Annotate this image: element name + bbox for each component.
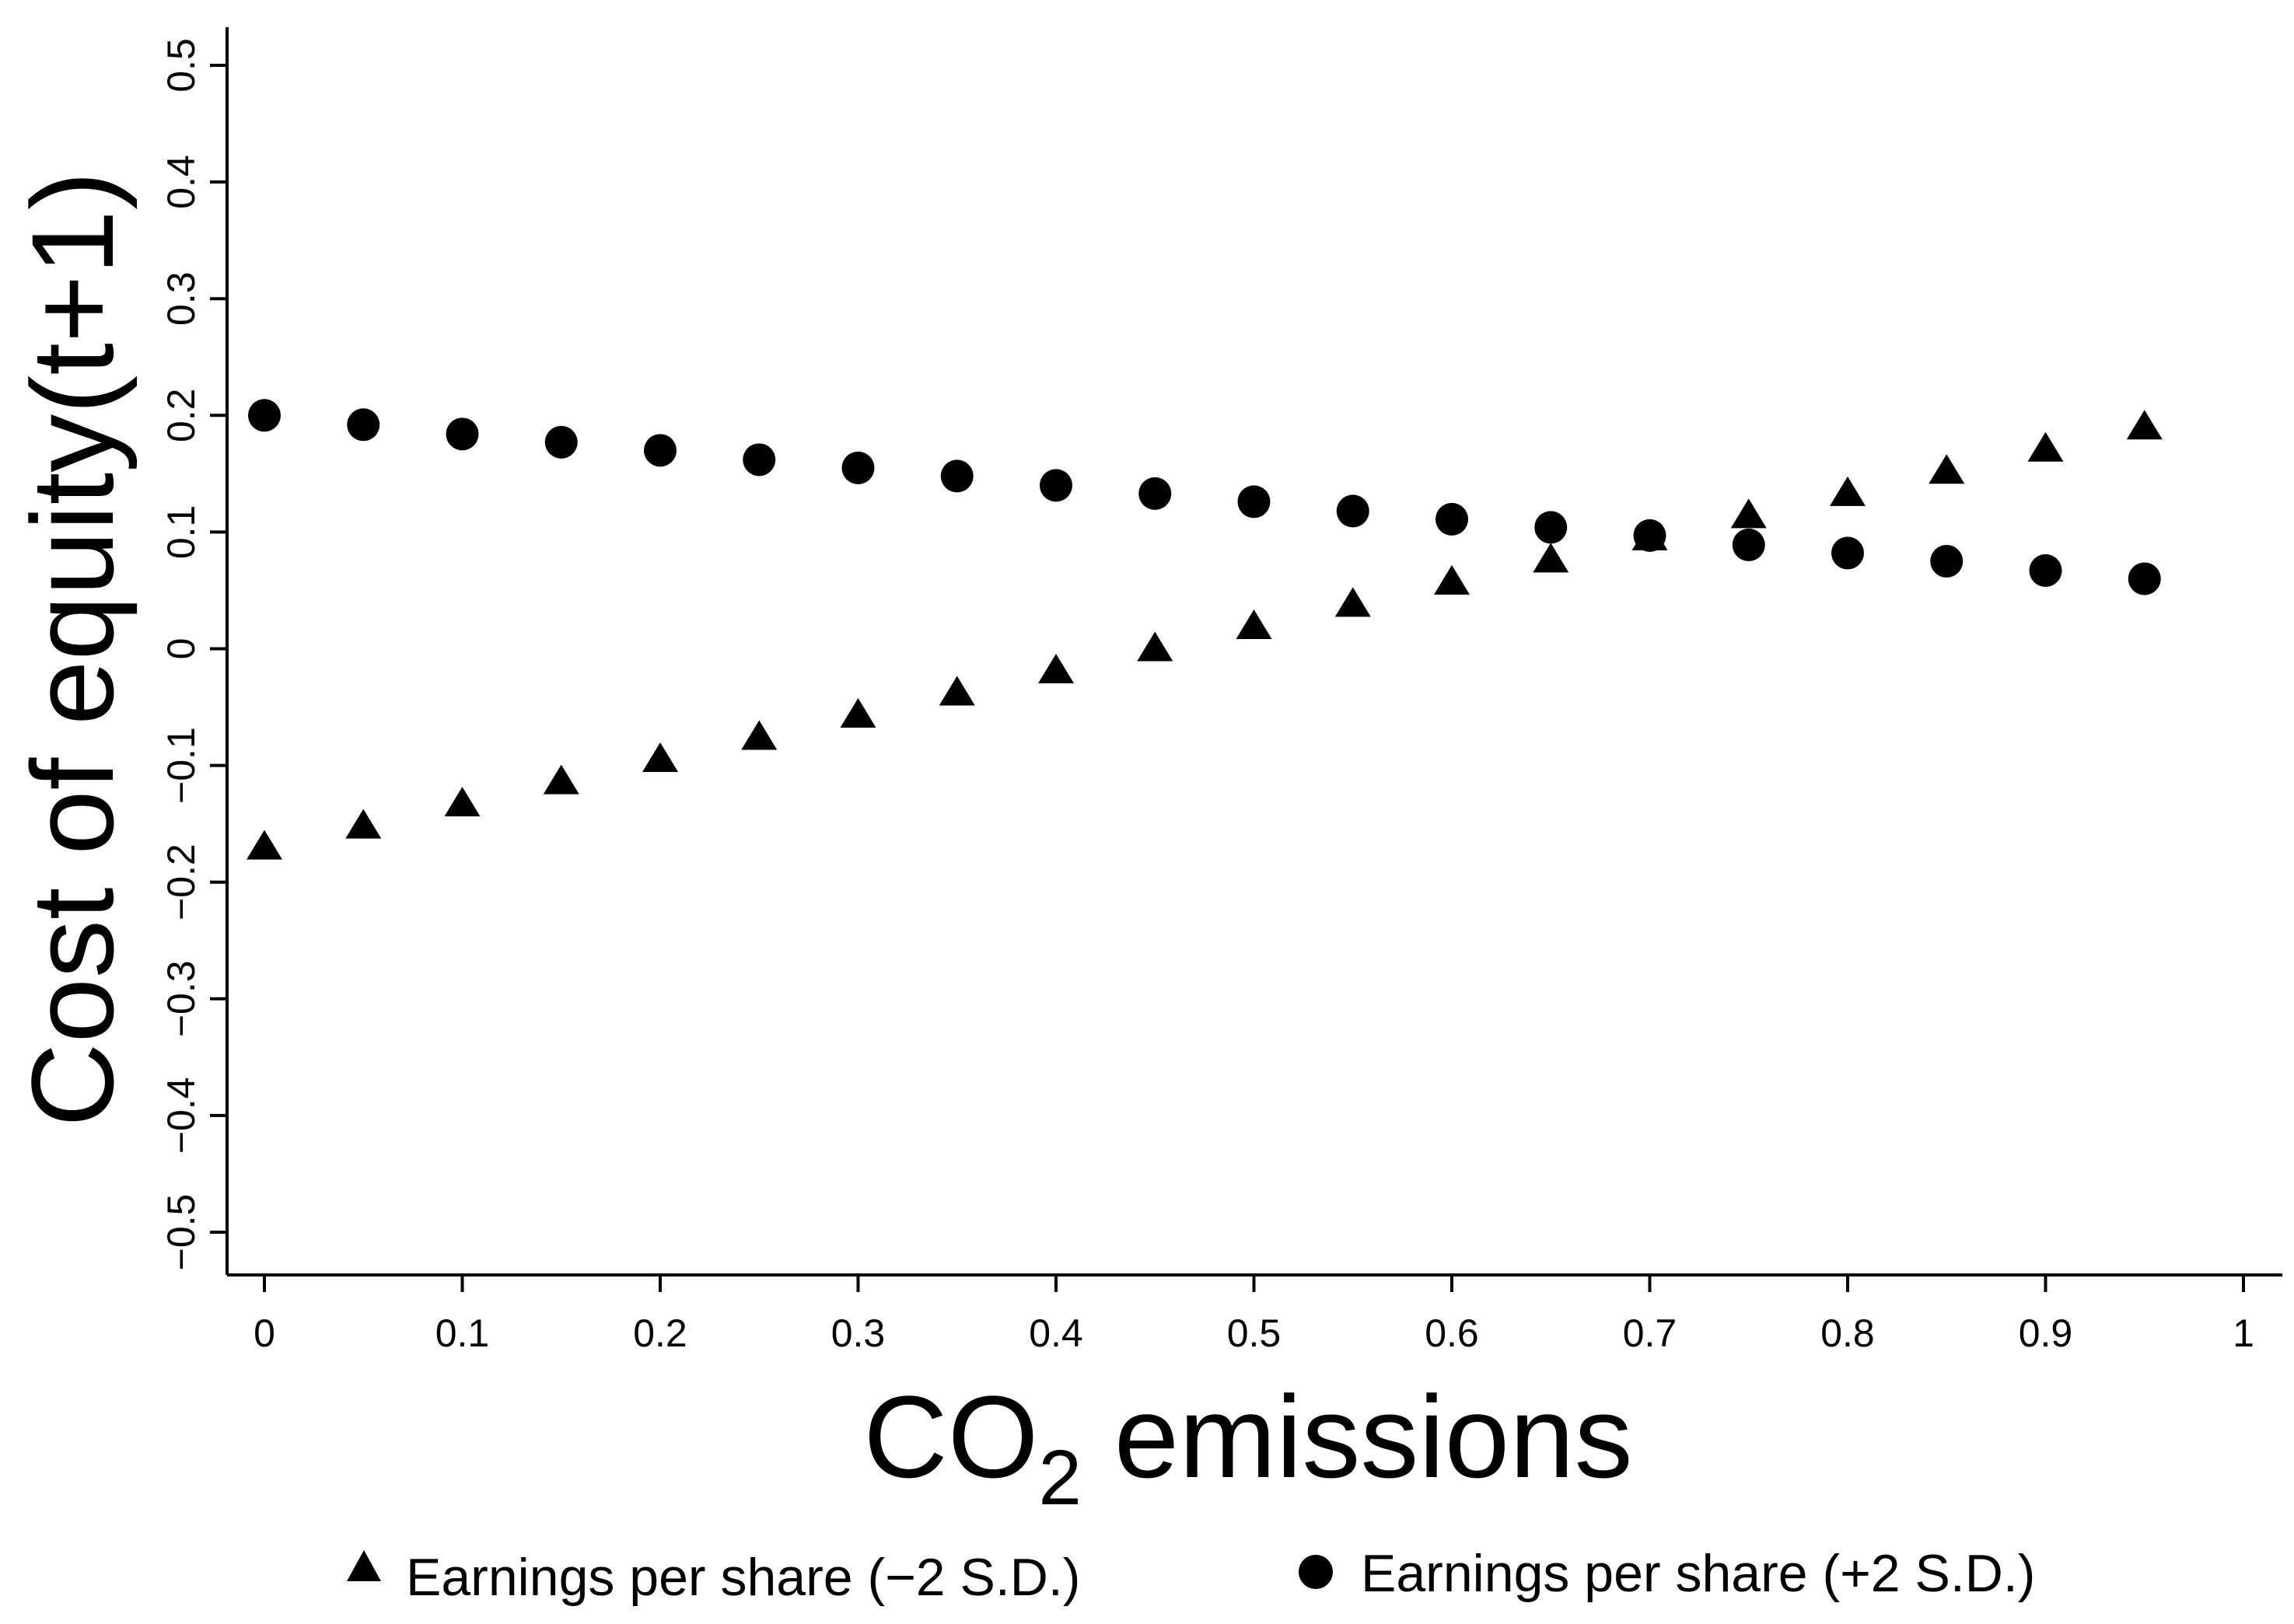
triangle-point	[345, 809, 382, 839]
circle-point	[940, 459, 974, 493]
circle-point	[1040, 469, 1072, 502]
y-tick-label: 0.4	[159, 155, 203, 209]
y-tick-label: −0.4	[159, 1077, 203, 1154]
triangle-point	[1334, 587, 1371, 617]
y-axis-title: Cost of equity(t+1)	[7, 171, 138, 1127]
plot-points	[247, 399, 2163, 860]
circle-point	[743, 443, 776, 477]
circle-point	[544, 425, 578, 459]
triangle-point	[1038, 653, 1074, 683]
x-axis-title: CO2 emissions	[863, 1371, 1632, 1521]
x-tick-label: 0.7	[1623, 1311, 1677, 1355]
x-axis-title-main: CO	[863, 1371, 1038, 1502]
x-tick-label: 0.8	[1820, 1311, 1875, 1355]
y-tick-label: −0.3	[159, 960, 203, 1037]
circle-point	[1831, 536, 1864, 570]
circle-point	[248, 399, 281, 432]
y-tick-label: 0.3	[159, 271, 203, 326]
triangle-point	[444, 787, 481, 817]
series-circle	[248, 399, 2161, 595]
triangle-point	[2027, 431, 2064, 462]
circle-point	[644, 434, 677, 467]
legend-triangle-marker	[347, 1550, 381, 1581]
x-tick-label: 0.2	[633, 1311, 687, 1355]
circle-point	[1930, 544, 1964, 578]
circle-point	[1237, 485, 1271, 519]
x-tick-label: 0.6	[1425, 1311, 1479, 1355]
legend: Earnings per share (−2 S.D.) Earnings pe…	[347, 1544, 2035, 1607]
triangle-point	[1830, 476, 1866, 506]
triangle-point	[1236, 609, 1272, 639]
y-tick-label: −0.1	[159, 727, 203, 804]
triangle-point	[1137, 631, 1173, 662]
y-axis: −0.5 −0.4 −0.3 −0.2 −0.1 0 0.1 0.2 0.3 0.4 0.5	[159, 27, 229, 1275]
circle-point	[2029, 554, 2062, 587]
circle-point	[1336, 494, 1369, 528]
triangle-point	[247, 829, 282, 860]
x-tick-label: 0.5	[1227, 1311, 1282, 1355]
legend-label-minus-2sd: Earnings per share (−2 S.D.)	[406, 1548, 1080, 1607]
circle-point	[1435, 502, 1468, 536]
x-axis-title-rest: emissions	[1082, 1371, 1633, 1502]
circle-point	[1633, 519, 1666, 552]
y-tick-label: 0	[159, 638, 203, 660]
triangle-point	[1434, 564, 1470, 595]
triangle-point	[1533, 543, 1569, 573]
y-tick-label: −0.5	[159, 1194, 203, 1271]
circle-point	[2128, 562, 2161, 595]
circle-point	[446, 417, 479, 451]
x-tick-label: 1	[2233, 1311, 2254, 1355]
legend-label-plus-2sd: Earnings per share (+2 S.D.)	[1361, 1544, 2035, 1603]
triangle-point	[642, 742, 678, 773]
y-tick-label: 0.1	[159, 505, 203, 560]
circle-point	[841, 451, 875, 484]
triangle-point	[1730, 498, 1767, 529]
triangle-point	[939, 676, 975, 706]
series-triangle	[247, 410, 2163, 860]
x-axis-title-subscript: 2	[1038, 1434, 1082, 1521]
circle-point	[1138, 477, 1172, 510]
legend-item-circle: Earnings per share (+2 S.D.)	[1299, 1544, 2035, 1603]
legend-item-triangle: Earnings per share (−2 S.D.)	[347, 1548, 1080, 1607]
x-tick-label: 0.9	[2019, 1311, 2073, 1355]
triangle-point	[1929, 454, 1965, 484]
x-tick-label: 0.4	[1029, 1311, 1083, 1355]
x-tick-label: 0	[254, 1311, 275, 1355]
triangle-point	[840, 698, 876, 728]
y-tick-label: −0.2	[159, 843, 203, 920]
x-tick-label: 0.3	[831, 1311, 886, 1355]
circle-point	[1732, 528, 1765, 561]
circle-point	[1534, 511, 1568, 544]
y-tick-label: 0.2	[159, 389, 203, 443]
triangle-point	[741, 720, 778, 750]
circle-point	[347, 408, 380, 442]
x-axis: 0 0.1 0.2 0.3 0.4 0.5 0.6 0.7 0.8 0.9 1	[227, 1273, 2282, 1355]
triangle-point	[543, 764, 579, 795]
triangle-point	[2126, 410, 2163, 440]
y-tick-label: 0.5	[159, 38, 203, 93]
legend-circle-marker	[1299, 1555, 1333, 1589]
x-tick-label: 0.1	[435, 1311, 490, 1355]
